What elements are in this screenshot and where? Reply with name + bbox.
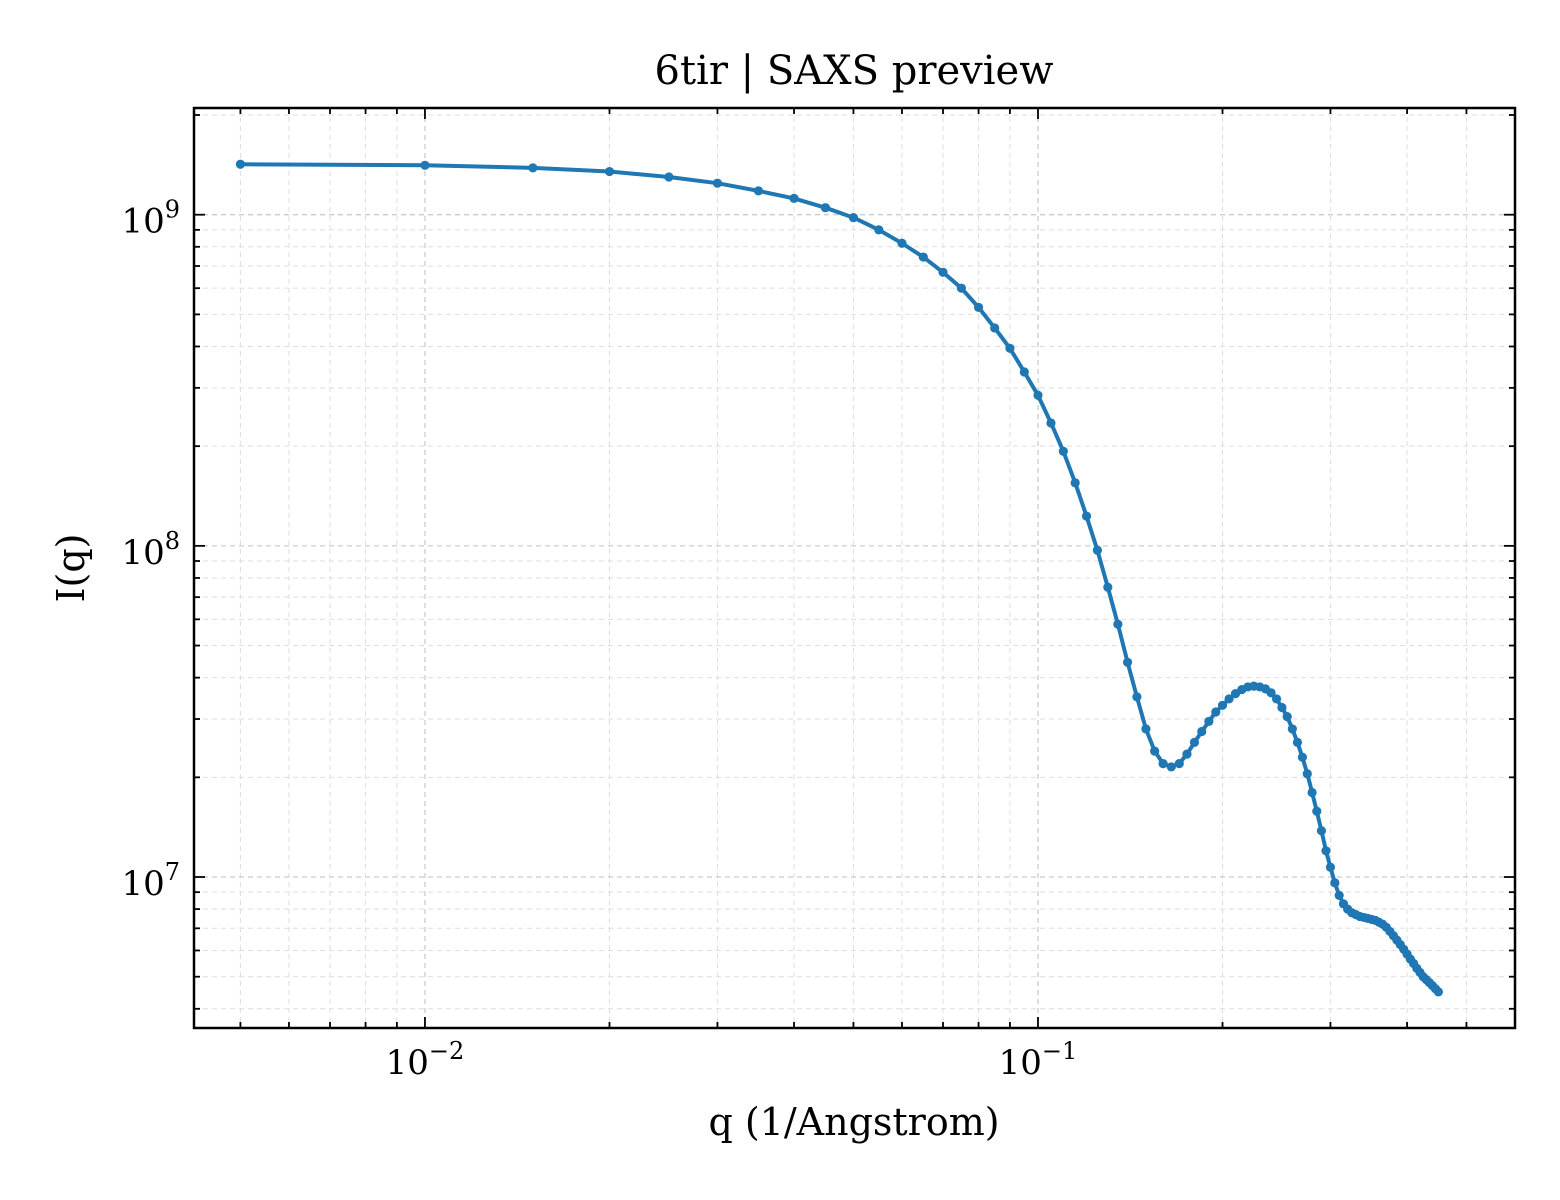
data-point	[420, 160, 430, 170]
data-point	[1113, 619, 1123, 629]
data-point	[848, 213, 859, 223]
data-point	[1150, 746, 1160, 756]
data-point	[1019, 367, 1029, 377]
y-tick-label: 107	[121, 858, 180, 904]
data-point	[235, 159, 246, 169]
data-point	[1297, 752, 1308, 762]
data-point	[1174, 759, 1184, 769]
data-point	[664, 172, 674, 182]
data-point	[874, 225, 884, 235]
data-point	[1182, 749, 1192, 759]
x-tick-label: 10−2	[386, 1037, 465, 1083]
data-point	[1330, 878, 1340, 888]
data-point	[1103, 582, 1113, 592]
data-point	[1141, 724, 1151, 734]
data-point	[938, 267, 948, 277]
x-tick-label: 10−1	[999, 1037, 1078, 1083]
data-point	[528, 163, 538, 173]
data-point	[1005, 343, 1015, 353]
data-point	[1287, 724, 1297, 734]
data-point	[1132, 692, 1142, 702]
data-point	[604, 166, 615, 177]
tick-labels: 10−2 10−1 107 108 109	[121, 196, 1077, 1083]
data-point	[1217, 700, 1228, 710]
x-axis-label: q (1/Angstrom)	[708, 1100, 999, 1144]
y-axis-label: I(q)	[49, 534, 93, 603]
data-point	[789, 193, 799, 204]
data-point	[1224, 694, 1234, 704]
data-point	[1189, 737, 1200, 747]
data-point	[1211, 707, 1221, 717]
data-point	[712, 178, 723, 188]
chart-title: 6tir | SAXS preview	[655, 48, 1054, 94]
data-point	[1325, 862, 1336, 872]
data-point	[1158, 759, 1168, 769]
data-point	[1197, 726, 1207, 737]
data-point	[1058, 446, 1068, 456]
data-point	[973, 302, 984, 312]
data-point	[897, 238, 907, 248]
data-point	[1033, 390, 1043, 400]
plot-frame	[192, 106, 1517, 1030]
data-point	[1334, 890, 1344, 901]
y-tick-label: 108	[121, 527, 180, 573]
data-point	[990, 323, 1000, 333]
data-point	[1266, 688, 1276, 698]
data-point	[753, 186, 764, 196]
data-point	[1081, 511, 1092, 521]
data-point	[1292, 737, 1303, 747]
data-point	[1277, 702, 1287, 713]
data-point	[1122, 657, 1133, 667]
data-point	[1307, 787, 1317, 798]
data-point	[1282, 712, 1292, 722]
data-point	[1312, 806, 1322, 816]
y-tick-label: 109	[121, 196, 180, 242]
data-point	[820, 203, 830, 213]
data-point	[1271, 694, 1282, 704]
series-layer	[235, 159, 1444, 997]
data-point	[956, 283, 966, 293]
axis-ticks	[194, 108, 1515, 1028]
data-point	[1092, 545, 1102, 555]
data-point	[1433, 987, 1444, 997]
data-point	[1046, 418, 1056, 428]
data-point	[1166, 762, 1176, 772]
data-point	[1302, 769, 1312, 779]
minor-gridlines	[194, 108, 1515, 1028]
data-point	[1070, 478, 1080, 488]
data-point	[1316, 826, 1327, 836]
data-point	[918, 252, 928, 262]
data-point	[1321, 846, 1331, 856]
data-point	[1204, 716, 1214, 727]
